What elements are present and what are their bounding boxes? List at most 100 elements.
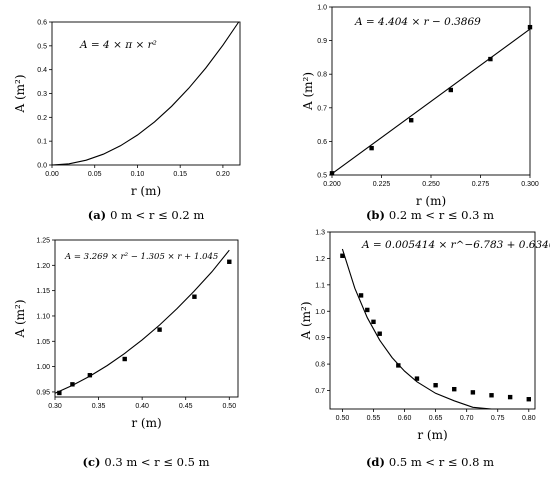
x-tick-label: 0.225 xyxy=(373,181,391,188)
x-axis-label: r (m) xyxy=(416,194,446,208)
data-point xyxy=(433,383,438,388)
x-tick-label: 0.45 xyxy=(179,403,193,410)
x-tick-label: 0.70 xyxy=(460,415,474,422)
x-tick-label: 0.275 xyxy=(472,181,490,188)
x-tick-label: 0.300 xyxy=(521,181,539,188)
x-tick-label: 0.10 xyxy=(131,171,145,178)
data-point xyxy=(157,327,162,332)
panel-caption: (b) 0.2 m < r ≤ 0.3 m xyxy=(366,208,494,222)
y-tick-label: 1.0 xyxy=(317,5,327,12)
y-tick-label: 1.3 xyxy=(315,230,325,237)
y-tick-label: 0.5 xyxy=(37,43,47,50)
data-point xyxy=(526,397,531,402)
x-tick-label: 0.75 xyxy=(491,415,505,422)
x-tick-label: 0.80 xyxy=(522,415,536,422)
y-tick-label: 1.00 xyxy=(36,364,50,371)
x-axis-label: r (m) xyxy=(131,416,161,430)
plot-frame xyxy=(329,231,536,410)
y-tick-label: 1.0 xyxy=(315,309,325,316)
y-axis-label: A (m²) xyxy=(299,301,313,340)
data-point xyxy=(369,145,374,151)
data-point xyxy=(329,171,335,176)
data-point xyxy=(340,253,345,258)
data-point xyxy=(470,390,476,395)
caption-text: 0.2 m < r ≤ 0.3 m xyxy=(389,208,494,222)
caption-text: 0.3 m < r ≤ 0.5 m xyxy=(104,455,209,469)
x-tick-label: 0.55 xyxy=(367,415,381,422)
y-tick-label: 1.1 xyxy=(315,282,325,289)
panel-caption: (d) 0.5 m < r ≤ 0.8 m xyxy=(366,455,494,469)
data-point xyxy=(192,294,197,299)
data-point xyxy=(365,307,370,313)
y-tick-label: 1.2 xyxy=(315,256,325,263)
data-point xyxy=(70,382,75,387)
panel-caption: (c) 0.3 m < r ≤ 0.5 m xyxy=(83,455,210,469)
y-tick-label: 0.8 xyxy=(315,362,325,369)
fit-curve xyxy=(341,248,529,410)
x-axis-label: r (m) xyxy=(131,184,161,198)
y-tick-label: 1.25 xyxy=(36,238,50,245)
y-tick-label: 1.10 xyxy=(36,313,50,320)
data-point xyxy=(371,319,376,325)
caption-text: 0 m < r ≤ 0.2 m xyxy=(110,208,204,222)
y-axis-label: A (m²) xyxy=(13,299,27,338)
y-tick-label: 1.20 xyxy=(36,263,50,270)
x-tick-label: 0.50 xyxy=(336,415,350,422)
y-tick-label: 0.6 xyxy=(37,20,47,27)
y-tick-label: 0.8 xyxy=(317,72,327,79)
y-tick-label: 0.7 xyxy=(317,105,327,112)
x-tick-label: 0.05 xyxy=(88,171,102,178)
caption-letter: (b) xyxy=(366,208,385,222)
y-tick-label: 1.15 xyxy=(36,288,50,295)
caption-letter: (d) xyxy=(366,455,385,469)
data-point xyxy=(409,118,414,123)
fit-curve xyxy=(331,28,531,175)
y-tick-label: 0.4 xyxy=(37,67,47,74)
chart-panel-b: 0.200 0.225 0.250 0.275 0.300 0.5 0.6 0.7 0.8 0.9… xyxy=(301,5,539,223)
x-tick-label: 0.20 xyxy=(216,171,230,178)
y-axis-label: A (m²) xyxy=(13,74,27,113)
data-point xyxy=(396,363,401,368)
y-tick-label: 0.3 xyxy=(37,91,47,98)
data-point xyxy=(448,87,453,93)
data-point xyxy=(122,356,127,362)
y-tick-label: 0.5 xyxy=(317,173,327,180)
equation-annotation: A = 3.269 × r² − 1.305 × r + 1.045 xyxy=(64,252,218,262)
x-tick-label: 0.00 xyxy=(45,171,59,178)
x-tick-label: 0.60 xyxy=(398,415,412,422)
x-axis-label: r (m) xyxy=(417,428,447,442)
data-point xyxy=(377,331,382,336)
data-point xyxy=(414,376,420,381)
data-point xyxy=(227,259,232,264)
data-point xyxy=(358,293,364,298)
data-point xyxy=(507,394,513,400)
y-tick-label: 0.1 xyxy=(37,139,47,146)
x-tick-label: 0.35 xyxy=(92,403,106,410)
y-tick-label: 0.7 xyxy=(315,388,325,395)
equation-annotation: A = 4.404 × r − 0.3869 xyxy=(354,16,481,28)
data-point xyxy=(488,56,493,62)
chart-panel-d: 0.50 0.55 0.60 0.65 0.70 0.75 0.80 0.7 0.8 0.9 1.0… xyxy=(299,230,550,470)
equation-annotation: A = 4 × π × r² xyxy=(79,39,157,51)
x-tick-label: 0.65 xyxy=(429,415,443,422)
x-tick-label: 0.250 xyxy=(422,181,440,188)
y-tick-label: 1.05 xyxy=(36,339,50,346)
caption-letter: (a) xyxy=(88,208,106,222)
plot-frame xyxy=(331,6,531,176)
y-axis-label: A (m²) xyxy=(301,72,315,111)
x-tick-label: 0.40 xyxy=(135,403,149,410)
y-tick-label: 0.0 xyxy=(37,163,47,170)
data-point xyxy=(489,393,494,398)
fit-curve xyxy=(51,21,240,166)
data-point xyxy=(452,386,457,392)
data-point xyxy=(87,373,93,378)
x-tick-label: 0.15 xyxy=(173,171,187,178)
caption-letter: (c) xyxy=(83,455,101,469)
fit-curve xyxy=(54,249,230,394)
caption-text: 0.5 m < r ≤ 0.8 m xyxy=(389,455,494,469)
x-tick-label: 0.30 xyxy=(48,403,62,410)
y-tick-label: 0.95 xyxy=(36,389,50,396)
y-tick-label: 0.6 xyxy=(317,139,327,146)
x-tick-label: 0.200 xyxy=(323,181,341,188)
